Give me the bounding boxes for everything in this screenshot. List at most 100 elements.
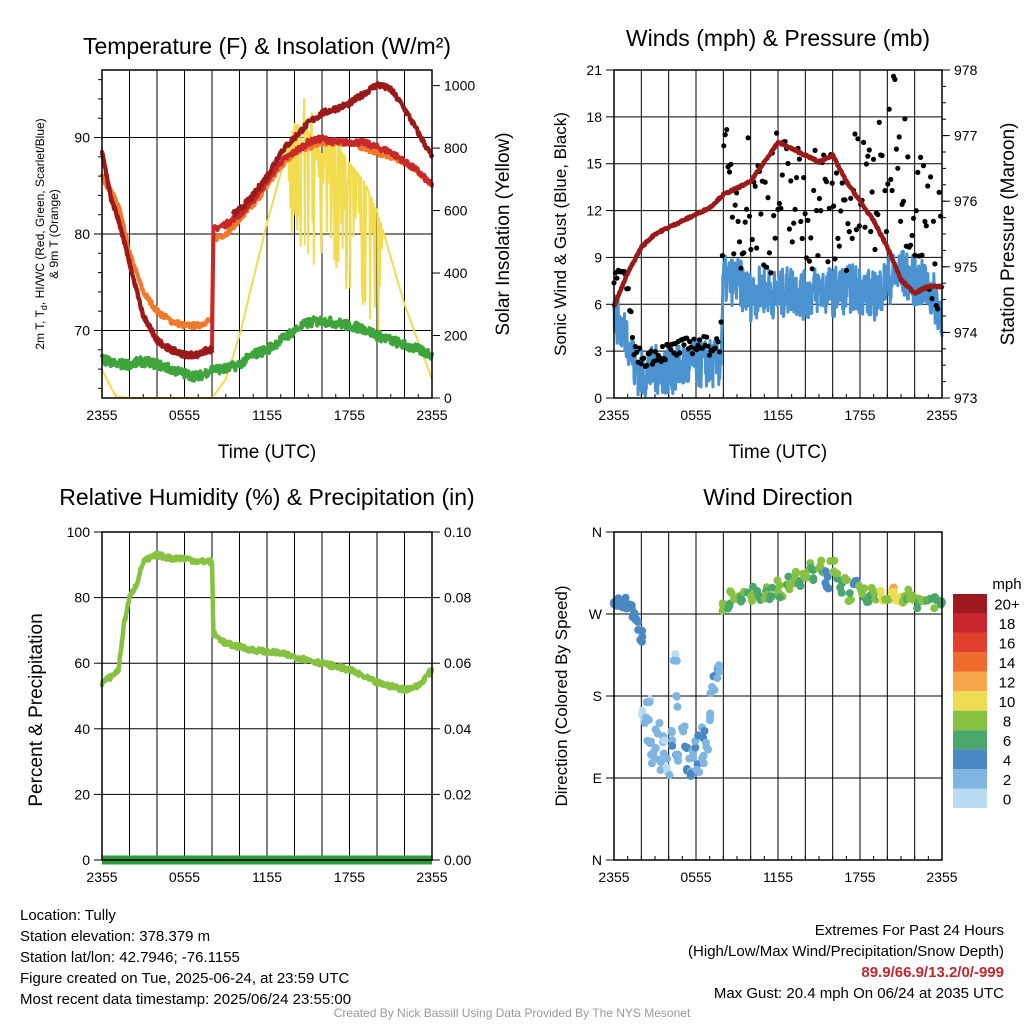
rh-ytick-label: 100: [67, 524, 91, 540]
direction-point: [713, 674, 722, 682]
colorbar-label: 2: [1003, 772, 1011, 789]
wind-xtick-label: 1155: [763, 407, 793, 423]
direction-point: [817, 556, 826, 565]
temp-ylabel: 2m T, Td, HI/WC (Red, Green, Scarlet/Blu…: [33, 118, 61, 349]
rh-xtick-label: 2355: [416, 869, 447, 885]
recent-timestamp: Most recent data timestamp: 2025/06/24 2…: [20, 991, 352, 1008]
gust-point: [721, 143, 727, 149]
wind-ytick-label: 12: [586, 203, 602, 219]
wind-xtick-label: 2355: [598, 407, 629, 423]
gust-point: [869, 189, 875, 195]
gust-point: [614, 275, 620, 281]
gust-point: [629, 334, 636, 341]
colorbar-swatch: [953, 769, 987, 789]
gust-point: [652, 349, 659, 355]
temp-ytick-label: 90: [74, 130, 90, 146]
gust-point: [765, 195, 771, 201]
direction-point: [904, 585, 913, 594]
gust-point: [856, 223, 862, 229]
gust-point: [766, 250, 773, 256]
gust-point: [936, 189, 942, 195]
heat-index-line: [100, 81, 434, 360]
temp-ylabel-line2: & 9m T (Orange): [47, 189, 61, 279]
gust-point: [845, 221, 851, 227]
direction-point: [784, 572, 793, 581]
station-location: Location: Tully: [20, 907, 116, 924]
dir-ytick-label: S: [593, 688, 602, 704]
rh-ytick-label: 40: [74, 721, 90, 737]
rh-y2tick-label: 0.02: [444, 786, 471, 802]
direction-point: [702, 738, 710, 747]
dir-xtick-label: 2355: [926, 869, 957, 885]
gust-point: [929, 296, 935, 302]
temp-y2tick-label: 600: [444, 203, 468, 219]
wind-ytick-label: 15: [586, 156, 602, 172]
gust-point: [813, 207, 820, 214]
gust-point: [779, 172, 785, 178]
rh-xtick-label: 0555: [169, 869, 200, 885]
gust-point: [855, 136, 861, 142]
relative-humidity-line: [99, 550, 435, 694]
colorbar-swatch: [953, 788, 987, 808]
wind-ytick-label: 6: [594, 296, 602, 312]
gust-point: [815, 253, 821, 259]
temp-ylabel-line1: 2m T, Td, HI/WC (Red, Green, Scarlet/Blu…: [33, 118, 49, 349]
extremes-values: 89.9/66.9/13.2/0/-999: [861, 964, 1004, 981]
gust-point: [758, 211, 764, 217]
gust-point: [870, 156, 877, 162]
direction-point: [823, 572, 832, 581]
gust-point: [752, 183, 758, 189]
gust-point: [722, 132, 728, 138]
dir-ytick-label: N: [592, 524, 602, 540]
direction-point: [708, 683, 717, 691]
direction-point: [637, 637, 646, 646]
gust-point: [832, 256, 838, 262]
direction-point: [876, 586, 885, 595]
wind-xtick-label: 1755: [844, 407, 875, 423]
colorbar-swatch: [953, 710, 987, 731]
temp-y2tick-label: 200: [444, 328, 468, 344]
colorbar-swatch: [953, 613, 987, 633]
colorbar-label: 4: [1003, 752, 1011, 769]
temp-ytick-label: 80: [74, 226, 90, 242]
gust-point: [764, 264, 770, 270]
rh-ylabel-text: Percent & Precipitation: [26, 613, 47, 806]
direction-point: [621, 593, 630, 602]
gust-point: [735, 218, 741, 224]
direction-point: [826, 557, 835, 566]
gust-point: [716, 349, 723, 355]
direction-point: [691, 743, 700, 752]
gust-point: [632, 344, 639, 350]
rh-ytick-label: 20: [74, 786, 90, 802]
gust-point: [861, 139, 867, 145]
gust-point: [776, 200, 783, 207]
gust-point: [688, 344, 694, 350]
colorbar-label: 0: [1003, 791, 1011, 808]
rh-panel-title: Relative Humidity (%) & Precipitation (i…: [59, 484, 474, 510]
direction-point: [649, 747, 658, 756]
gust-point: [925, 183, 931, 189]
station-info: Location: Tully Station elevation: 378.3…: [20, 905, 351, 1010]
gust-point: [842, 197, 848, 203]
wind-ytick-label: 0: [594, 390, 602, 406]
gust-point: [738, 265, 744, 271]
direction-point: [680, 722, 689, 731]
gust-point: [748, 246, 754, 253]
gust-point: [715, 339, 721, 345]
gust-point: [786, 226, 793, 232]
gust-point: [744, 206, 750, 212]
gust-point: [918, 154, 924, 160]
gust-point: [875, 211, 881, 218]
dir-ylabel: Direction (Colored By Speed): [552, 585, 571, 806]
gust-point: [902, 116, 908, 122]
colorbar-label: 12: [999, 675, 1016, 692]
direction-point: [647, 759, 656, 768]
gust-point: [694, 347, 700, 353]
rh-ytick-label: 60: [74, 655, 90, 671]
rh-xtick-label: 1755: [334, 869, 365, 885]
gust-point: [731, 251, 737, 257]
direction-point: [844, 597, 853, 606]
gust-point: [848, 195, 854, 201]
gust-point: [732, 202, 738, 208]
temp-y2label-text: Solar Insolation (Yellow): [493, 132, 514, 335]
